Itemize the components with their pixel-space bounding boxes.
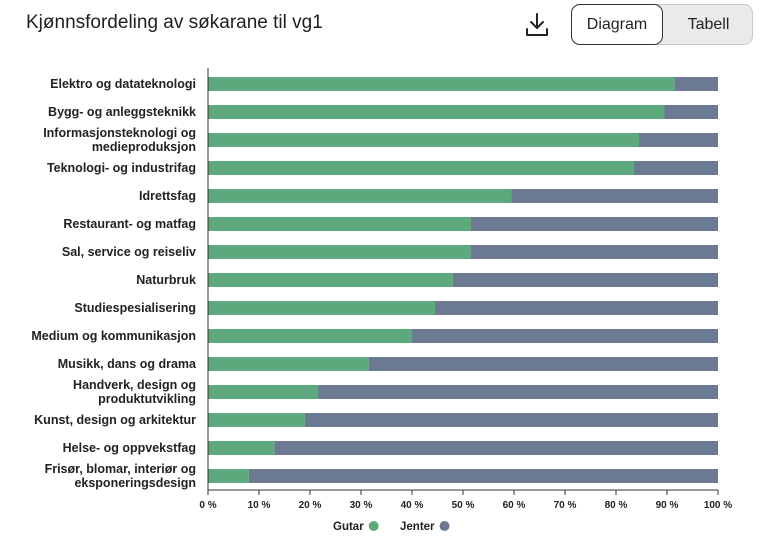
bar-gutar-1 <box>208 105 665 119</box>
bar-gutar-10 <box>208 357 369 371</box>
bar-jenter-9 <box>412 329 718 343</box>
bar-gutar-6 <box>208 245 471 259</box>
tab-tabell[interactable]: Tabell <box>687 16 730 33</box>
bar-jenter-7 <box>452 273 718 287</box>
x-tick-label: 70 % <box>554 500 577 511</box>
bar-jenter-4 <box>511 189 718 203</box>
bar-gutar-4 <box>208 189 512 203</box>
view-toggle: Tabell Diagram <box>571 4 753 45</box>
bar-gutar-12 <box>208 413 305 427</box>
bar-jenter-2 <box>638 133 718 147</box>
category-label: Helse- og oppvekstfag <box>63 441 196 455</box>
category-label: Elektro og datateknologi <box>50 77 196 91</box>
bar-jenter-10 <box>368 357 718 371</box>
bar-gutar-8 <box>208 301 435 315</box>
x-tick-label: 50 % <box>452 500 475 511</box>
bar-jenter-0 <box>674 77 718 91</box>
bar-jenter-3 <box>633 161 718 175</box>
bar-jenter-14 <box>248 469 719 483</box>
category-label: Sal, service og reiseliv <box>62 245 196 259</box>
bar-gutar-0 <box>208 77 675 91</box>
legend-marker-gutar <box>368 521 379 531</box>
bar-gutar-2 <box>208 133 639 147</box>
legend-marker-jenter <box>439 521 450 531</box>
x-tick-label: 100 % <box>704 500 732 511</box>
x-tick-label: 40 % <box>401 500 424 511</box>
category-label: Medium og kommunikasjon <box>31 329 196 343</box>
bar-gutar-11 <box>208 385 318 399</box>
page-title: Kjønnsfordeling av søkarane til vg1 <box>26 12 323 33</box>
category-label: Kunst, design og arkitektur <box>34 413 196 427</box>
bar-jenter-13 <box>274 441 718 455</box>
x-tick-label: 90 % <box>656 500 679 511</box>
bar-gutar-7 <box>208 273 453 287</box>
legend-label-gutar: Gutar <box>333 521 364 533</box>
download-icon <box>526 13 548 36</box>
x-tick-label: 10 % <box>248 500 271 511</box>
bar-jenter-6 <box>470 245 718 259</box>
x-tick-label: 0 % <box>199 500 216 511</box>
category-label: Studiespesialisering <box>74 301 196 315</box>
legend-label-jenter: Jenter <box>400 521 435 533</box>
bar-jenter-1 <box>664 105 718 119</box>
bar-jenter-11 <box>317 385 718 399</box>
tab-diagram[interactable]: Diagram <box>571 4 663 45</box>
x-tick-label: 30 % <box>350 500 373 511</box>
x-tick-label: 20 % <box>299 500 322 511</box>
bar-jenter-8 <box>434 301 718 315</box>
category-label: Bygg- og anleggsteknikk <box>48 105 196 119</box>
bar-gutar-3 <box>208 161 634 175</box>
category-label: Idrettsfag <box>139 189 196 203</box>
bar-gutar-14 <box>208 469 249 483</box>
download-button[interactable] <box>522 10 552 40</box>
bar-jenter-12 <box>304 413 718 427</box>
x-tick-label: 60 % <box>503 500 526 511</box>
x-tick-label: 80 % <box>605 500 628 511</box>
category-label: Teknologi- og industrifag <box>47 161 196 175</box>
bar-jenter-5 <box>470 217 718 231</box>
category-label: Frisør, blomar, interiør og eksponeringsd… <box>45 462 196 490</box>
bar-gutar-5 <box>208 217 471 231</box>
category-label: Handverk, design og produktutvikling <box>73 378 196 406</box>
category-label: Musikk, dans og drama <box>58 357 197 371</box>
gender-distribution-chart: Elektro og datateknologi Bygg- og anleggs… <box>31 68 732 533</box>
chart-header: Kjønnsfordeling av søkarane til vg1 Tabe… <box>0 0 780 50</box>
bar-gutar-13 <box>208 441 275 455</box>
category-label: Restaurant- og matfag <box>63 217 196 231</box>
category-label: Naturbruk <box>136 273 196 287</box>
bar-gutar-9 <box>208 329 412 343</box>
category-label: Informasjonsteknologi og medieproduksjon <box>43 126 196 154</box>
